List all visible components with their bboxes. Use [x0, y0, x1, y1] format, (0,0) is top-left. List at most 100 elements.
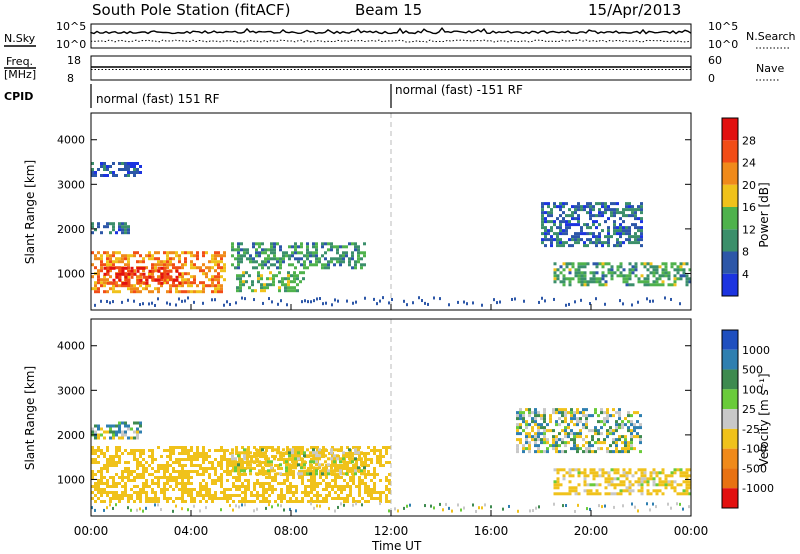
echo-cell [265, 491, 268, 494]
echo-cell [622, 241, 625, 245]
echo-cell [217, 287, 220, 291]
echo-cell [202, 494, 205, 497]
echo-cell [112, 251, 115, 255]
echo-cell [181, 449, 184, 452]
echo-cell [262, 485, 265, 488]
echo-cell [595, 241, 598, 245]
echo-cell [246, 466, 249, 470]
echo-cell [231, 263, 234, 267]
echo-cell [127, 467, 130, 470]
echo-cell [636, 411, 639, 415]
echo-cell [226, 479, 229, 482]
echo-cell [136, 485, 139, 488]
echo-cell [373, 449, 376, 452]
echo-cell [688, 483, 692, 487]
echo-cell [217, 275, 220, 279]
echo-cell [236, 277, 239, 281]
echo-cell [97, 281, 100, 285]
echo-cell [109, 266, 113, 270]
echo-cell [610, 268, 614, 272]
echo-cell [252, 257, 255, 261]
echo-cell [511, 297, 513, 301]
echo-cell [196, 266, 199, 270]
echo-cell [627, 426, 630, 430]
echo-cell [373, 297, 375, 301]
echo-cell [315, 257, 318, 261]
echo-cell [157, 464, 160, 467]
echo-cell [121, 473, 124, 476]
echo-cell [291, 245, 294, 249]
echo-cell [166, 479, 169, 482]
echo-cell [637, 483, 641, 487]
echo-cell [595, 271, 599, 275]
velocity-colorbar-swatch [722, 468, 738, 489]
echo-cell [564, 411, 567, 415]
echo-cell [367, 446, 370, 449]
echo-cell [685, 262, 689, 266]
echo-cell [514, 297, 516, 301]
echo-cell [652, 477, 656, 481]
echo-cell [172, 479, 175, 482]
echo-cell [367, 500, 370, 503]
echo-cell [109, 222, 112, 226]
echo-cell [622, 274, 626, 278]
echo-cell [166, 482, 169, 485]
echo-cell [310, 485, 313, 488]
echo-cell [223, 278, 226, 282]
echo-cell [388, 488, 391, 491]
echo-cell [562, 474, 566, 478]
echo-cell [127, 424, 130, 428]
echo-cell [576, 408, 579, 412]
echo-cell [202, 287, 205, 291]
echo-cell [352, 503, 354, 507]
echo-cell [124, 222, 127, 226]
echo-cell [115, 231, 118, 235]
echo-cell [277, 446, 280, 449]
echo-cell [330, 451, 333, 455]
echo-cell [259, 446, 262, 449]
echo-cell [163, 485, 166, 488]
echo-cell [106, 168, 109, 171]
echo-cell [664, 480, 668, 484]
echo-cell [145, 266, 148, 270]
echo-cell [166, 278, 169, 282]
echo-cell [262, 500, 265, 503]
echo-cell [667, 502, 669, 506]
echo-cell [595, 265, 599, 269]
echo-cell [637, 208, 640, 212]
echo-cell [127, 427, 130, 431]
echo-cell [589, 205, 592, 209]
echo-cell [271, 505, 273, 509]
echo-cell [340, 485, 343, 488]
echo-cell [217, 272, 220, 276]
echo-cell [133, 500, 136, 503]
echo-cell [145, 461, 148, 464]
echo-cell [315, 460, 318, 464]
echo-cell [544, 232, 547, 236]
echo-cell [115, 430, 118, 434]
echo-cell [289, 491, 292, 494]
echo-cell [516, 423, 519, 427]
echo-cell [297, 463, 300, 467]
echo-cell [342, 251, 345, 255]
echo-cell [573, 414, 576, 418]
echo-cell [264, 260, 267, 264]
echo-cell [685, 277, 689, 281]
echo-cell [367, 491, 370, 494]
echo-cell [274, 473, 277, 476]
echo-cell [178, 297, 180, 301]
echo-cell [564, 420, 567, 424]
echo-cell [277, 467, 280, 470]
echo-cell [649, 299, 651, 303]
beam-title: Beam 15 [355, 1, 422, 19]
echo-cell [553, 205, 556, 209]
echo-cell [190, 470, 193, 473]
echo-cell [229, 458, 232, 461]
echo-cell [379, 455, 382, 458]
echo-cell [184, 278, 187, 282]
echo-cell [289, 497, 292, 500]
echo-cell [579, 411, 582, 415]
echo-cell [265, 449, 268, 452]
echo-cell [178, 260, 181, 264]
echo-cell [112, 485, 115, 488]
